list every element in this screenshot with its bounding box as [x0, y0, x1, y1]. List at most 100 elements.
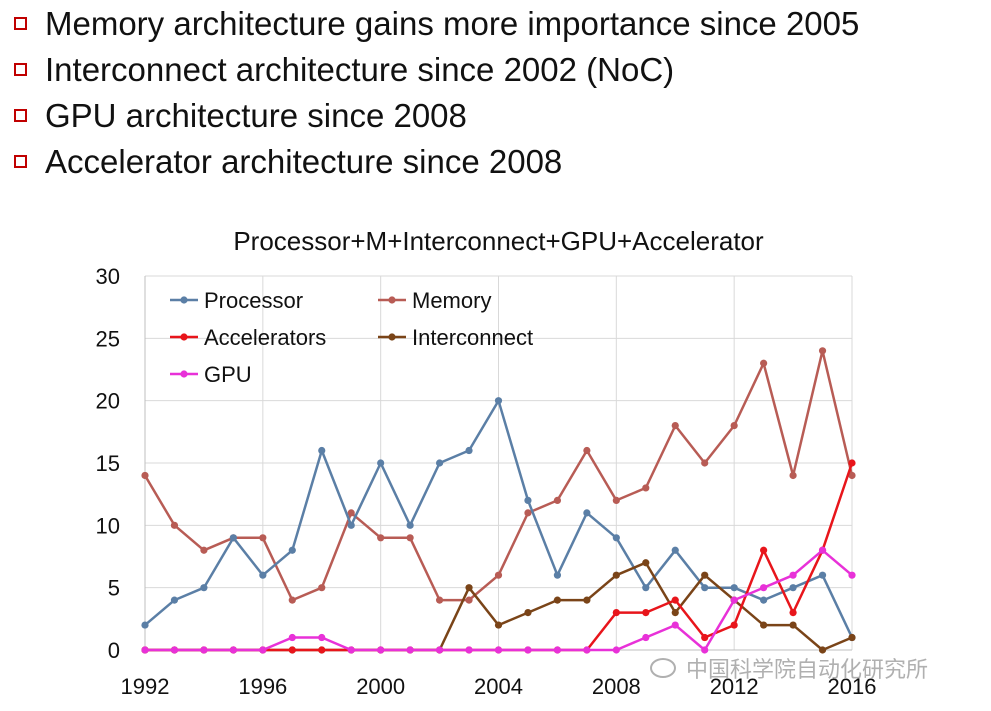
data-point-processor: [494, 397, 503, 405]
data-point-gpu: [730, 596, 738, 604]
data-point-accelerators: [288, 646, 296, 654]
data-point-processor: [760, 596, 768, 604]
data-point-interconnect: [848, 633, 856, 642]
data-point-accelerators: [642, 609, 650, 617]
legend-label-processor: Processor: [204, 288, 303, 313]
watermark: 中国科学院自动化研究所: [650, 652, 928, 684]
chart-title: Processor+M+Interconnect+GPU+Accelerator: [233, 226, 764, 256]
data-point-gpu: [318, 633, 326, 642]
data-point-accelerators: [789, 609, 797, 617]
data-point-processor: [789, 584, 797, 592]
bullet-text: Interconnect architecture since 2002 (No…: [45, 50, 675, 88]
data-point-interconnect: [701, 571, 709, 579]
data-point-gpu: [818, 546, 827, 554]
y-tick-label: 25: [96, 326, 120, 351]
data-point-interconnect: [612, 571, 620, 579]
data-point-interconnect: [760, 621, 768, 629]
data-point-interconnect: [465, 584, 473, 592]
data-point-processor: [259, 571, 267, 579]
data-point-processor: [406, 521, 414, 529]
data-point-gpu: [612, 646, 620, 654]
data-point-processor: [318, 446, 326, 455]
legend-marker-gpu: [180, 370, 188, 378]
legend-label-memory: Memory: [412, 288, 491, 313]
data-point-memory: [465, 596, 473, 604]
data-point-gpu: [435, 646, 444, 654]
legend-marker-processor: [180, 296, 188, 304]
data-point-processor: [612, 534, 620, 542]
data-point-gpu: [789, 571, 797, 579]
data-point-gpu: [524, 646, 532, 654]
checkbox-bullet-icon: [14, 108, 27, 122]
data-point-memory: [406, 534, 414, 542]
data-point-interconnect: [818, 646, 827, 654]
data-point-processor: [435, 459, 444, 467]
data-point-gpu: [406, 646, 414, 654]
data-point-interconnect: [671, 609, 679, 617]
data-point-processor: [377, 459, 385, 467]
data-point-processor: [524, 496, 532, 504]
data-point-memory: [760, 359, 768, 367]
legend-marker-interconnect: [388, 333, 396, 341]
x-tick-label: 2004: [474, 674, 523, 699]
data-point-accelerators: [318, 646, 326, 654]
bullet-item: Interconnect architecture since 2002 (No…: [14, 46, 989, 92]
data-point-memory: [789, 471, 797, 480]
legend-marker-memory: [388, 296, 396, 304]
data-point-interconnect: [524, 609, 532, 617]
data-point-memory: [170, 521, 179, 529]
data-point-gpu: [347, 646, 355, 654]
data-point-gpu: [553, 646, 562, 654]
bullet-text: Accelerator architecture since 2008: [45, 142, 563, 180]
data-point-memory: [553, 496, 562, 504]
data-point-processor: [642, 584, 650, 592]
data-point-interconnect: [642, 559, 650, 567]
data-point-gpu: [200, 646, 208, 654]
bullet-item: Accelerator architecture since 2008: [14, 138, 989, 184]
data-point-accelerators: [671, 596, 679, 604]
bullet-list: Memory architecture gains more importanc…: [14, 0, 989, 184]
y-tick-label: 5: [108, 576, 120, 601]
bullet-text: Memory architecture gains more importanc…: [45, 4, 860, 42]
data-point-accelerators: [848, 459, 856, 467]
data-point-interconnect: [789, 621, 797, 629]
watermark-text: 中国科学院自动化研究所: [686, 658, 929, 683]
bullet-item: GPU architecture since 2008: [14, 92, 989, 138]
x-tick-label: 2000: [356, 674, 405, 699]
data-point-memory: [612, 496, 620, 504]
data-point-gpu: [229, 646, 237, 654]
data-point-gpu: [494, 646, 503, 654]
data-point-gpu: [848, 571, 856, 579]
data-point-gpu: [288, 633, 296, 642]
data-point-memory: [583, 446, 591, 455]
data-point-processor: [583, 509, 591, 517]
y-tick-label: 0: [108, 638, 120, 663]
wechat-icon: [650, 658, 676, 678]
checkbox-bullet-icon: [14, 16, 27, 30]
x-tick-label: 2008: [592, 674, 641, 699]
data-point-gpu: [141, 646, 149, 654]
data-point-memory: [701, 459, 709, 467]
legend-label-interconnect: Interconnect: [412, 325, 533, 350]
data-point-accelerators: [730, 621, 738, 629]
data-point-processor: [818, 571, 827, 579]
legend-label-accelerators: Accelerators: [204, 325, 326, 350]
data-point-gpu: [465, 646, 473, 654]
data-point-processor: [141, 621, 149, 629]
x-tick-label: 1992: [121, 674, 170, 699]
data-point-interconnect: [494, 621, 503, 629]
data-point-gpu: [377, 646, 385, 654]
data-point-memory: [818, 347, 827, 355]
data-point-processor: [671, 546, 679, 554]
data-point-memory: [141, 471, 149, 480]
y-tick-label: 15: [96, 451, 120, 476]
data-point-gpu: [760, 584, 768, 592]
y-tick-label: 10: [96, 513, 120, 538]
data-point-memory: [377, 534, 385, 542]
data-point-gpu: [259, 646, 267, 654]
data-point-processor: [465, 446, 473, 455]
data-point-accelerators: [760, 546, 768, 554]
data-point-processor: [701, 584, 709, 592]
data-point-interconnect: [553, 596, 562, 604]
